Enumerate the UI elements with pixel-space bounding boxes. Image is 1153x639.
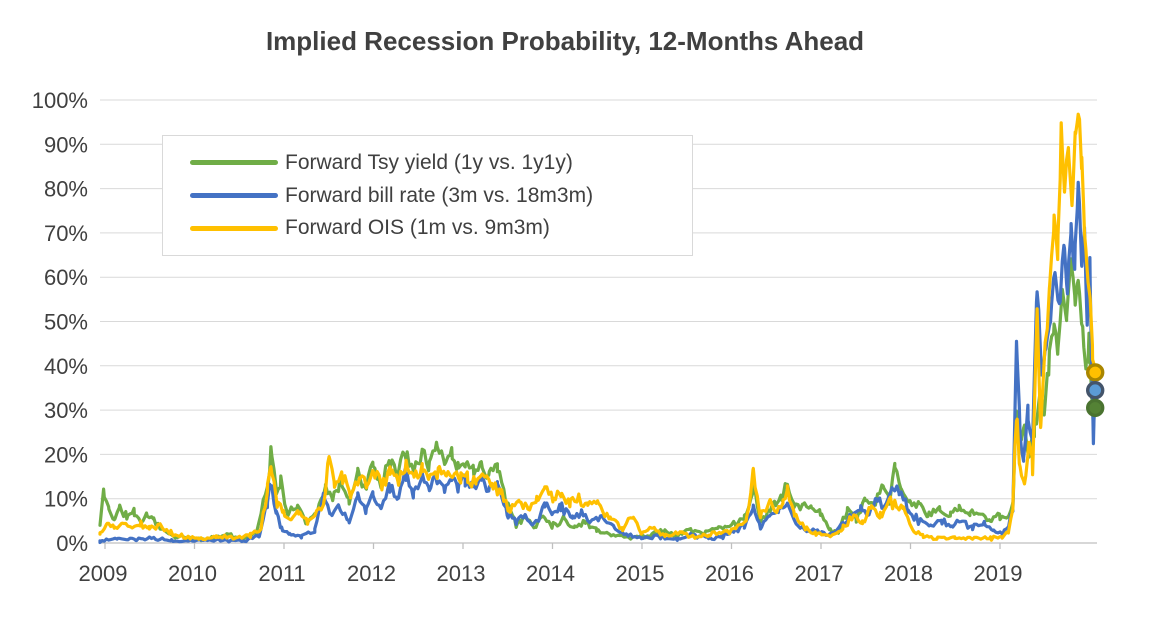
legend-item-ois: Forward OIS (1m vs. 9m3m) [190, 216, 692, 240]
y-axis-tick-label: 90% [44, 132, 88, 157]
y-axis-tick-label: 100% [32, 88, 88, 113]
y-axis-tick-label: 50% [44, 310, 88, 335]
y-axis-tick-label: 40% [44, 354, 88, 379]
series-line-2 [98, 112, 1097, 542]
legend-item-tsy-yield: Forward Tsy yield (1y vs. 1y1y) [190, 151, 692, 175]
x-axis-tick-label: 2013 [437, 561, 486, 586]
x-axis-tick-label: 2016 [705, 561, 754, 586]
series-end-marker [1085, 381, 1105, 400]
series-line-0 [98, 257, 1097, 543]
x-axis-tick-label: 2015 [616, 561, 665, 586]
chart-title: Implied Recession Probability, 12-Months… [265, 26, 865, 56]
y-axis-tick-label: 70% [44, 221, 88, 246]
legend-line-swatch-yellow [190, 225, 278, 231]
legend-label: Forward Tsy yield (1y vs. 1y1y) [285, 150, 573, 174]
legend-label: Forward OIS (1m vs. 9m3m) [285, 216, 550, 240]
y-axis-tick-label: 60% [44, 265, 88, 290]
y-axis-tick-label: 20% [44, 442, 88, 467]
legend: Forward Tsy yield (1y vs. 1y1y) Forward … [162, 135, 693, 256]
y-axis-tick-label: 80% [44, 177, 88, 202]
x-axis-tick-label: 2017 [795, 561, 844, 586]
legend-item-bill-rate: Forward bill rate (3m vs. 18m3m) [190, 184, 692, 208]
x-axis-tick-label: 2018 [884, 561, 933, 586]
legend-label: Forward bill rate (3m vs. 18m3m) [285, 183, 594, 207]
series-end-marker [1085, 398, 1105, 418]
series-line-1 [98, 180, 1097, 545]
legend-line-swatch-green [190, 160, 278, 166]
x-axis-tick-label: 2012 [347, 561, 396, 586]
x-axis-tick-label: 2011 [258, 561, 305, 586]
x-axis-tick-label: 2019 [974, 561, 1023, 586]
legend-line-swatch-blue [190, 193, 278, 198]
series-end-marker [1085, 363, 1105, 382]
y-axis-tick-label: 30% [44, 398, 88, 423]
y-axis-tick-label: 10% [44, 487, 88, 512]
x-axis-tick-label: 2009 [79, 561, 128, 586]
x-axis-tick-label: 2014 [526, 561, 575, 586]
x-axis-tick-label: 2010 [168, 561, 217, 586]
y-axis-tick-label: 0% [56, 531, 88, 556]
